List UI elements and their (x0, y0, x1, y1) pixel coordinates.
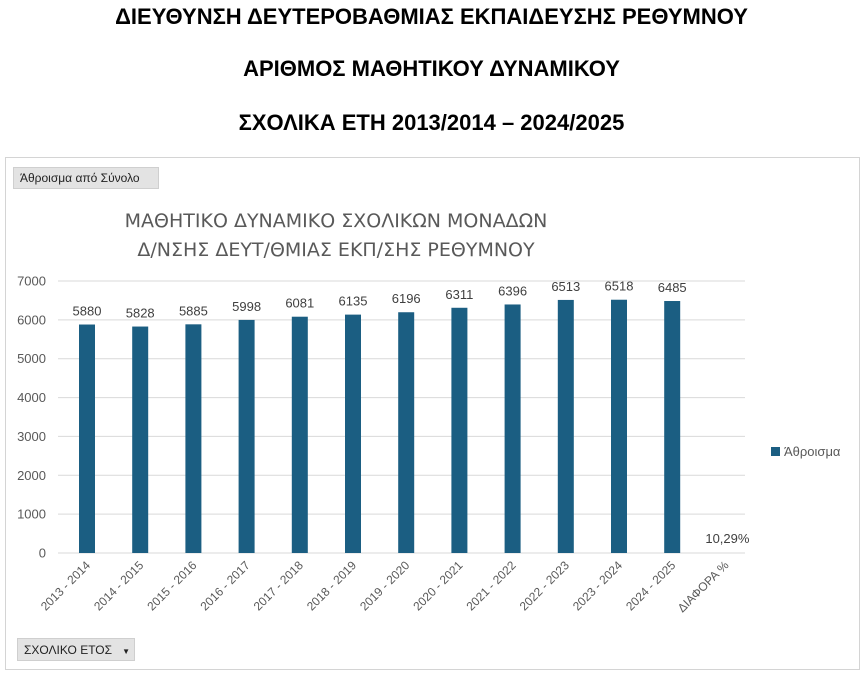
bar (504, 304, 521, 553)
x-tick-label: 2017 - 2018 (251, 558, 306, 613)
y-tick-label: 7000 (17, 274, 46, 289)
bar (79, 324, 95, 553)
chart-title-line-1: ΜΑΘΗΤΙΚΟ ΔΥΝΑΜΙΚΟ ΣΧΟΛΙΚΩΝ ΜΟΝΑΔΩΝ (125, 210, 548, 232)
data-label: 6485 (658, 280, 687, 295)
data-label: 6135 (339, 294, 368, 309)
bar (185, 324, 202, 553)
bar (291, 316, 308, 553)
y-tick-label: 1000 (17, 507, 46, 522)
bar (132, 326, 149, 553)
x-tick-label: 2019 - 2020 (357, 558, 412, 613)
y-tick-label: 5000 (17, 351, 46, 366)
axis-field-button[interactable]: ΣΧΟΛΙΚΟ ΕΤΟΣ ▼ (17, 638, 135, 661)
bar (345, 314, 361, 553)
x-tick-label: 2013 - 2014 (38, 558, 93, 613)
x-tick-label: 2020 - 2021 (410, 558, 465, 613)
x-tick-label: ΔΙΑΦΟΡΑ % (675, 558, 732, 615)
x-tick-label: 2015 - 2016 (144, 558, 199, 613)
x-tick-label: 2024 - 2025 (623, 558, 678, 613)
data-label: 5880 (73, 304, 102, 319)
data-label: 6513 (551, 279, 580, 294)
legend-label: Άθροισμα (784, 444, 841, 459)
page-title-line-3: ΣΧΟΛΙΚΑ ΕΤΗ 2013/2014 – 2024/2025 (238, 110, 625, 135)
data-label: 6518 (605, 279, 634, 294)
x-tick-label: 2018 - 2019 (304, 558, 359, 613)
x-tick-label: 2022 - 2023 (517, 558, 572, 613)
y-tick-label: 2000 (17, 468, 46, 483)
value-field-label: Άθροισμα από Σύνολο (20, 171, 140, 185)
legend: Άθροισμα (771, 444, 841, 459)
x-tick-label: 2014 - 2015 (91, 558, 146, 613)
value-field-button[interactable]: Άθροισμα από Σύνολο (13, 167, 159, 189)
data-label: 6311 (445, 287, 473, 302)
data-label: 10,29% (705, 531, 750, 546)
axis-field-label: ΣΧΟΛΙΚΟ ΕΤΟΣ (24, 643, 113, 657)
dropdown-arrow-icon: ▼ (122, 647, 130, 656)
data-label: 5885 (179, 303, 208, 318)
y-tick-label: 4000 (17, 390, 46, 405)
y-tick-label: 0 (39, 546, 46, 561)
y-tick-label: 6000 (17, 312, 46, 327)
bar (557, 299, 574, 553)
x-tick-label: 2016 - 2017 (198, 558, 253, 613)
chart-title-line-2: Δ/ΝΣΗΣ ΔΕΥΤ/ΘΜΙΑΣ ΕΚΠ/ΣΗΣ ΡΕΘΥΜΝΟΥ (137, 239, 535, 261)
data-label: 6396 (498, 283, 527, 298)
data-label: 5998 (232, 299, 261, 314)
legend-swatch (771, 447, 780, 456)
y-tick-label: 3000 (17, 429, 46, 444)
page-title-line-2: ΑΡΙΘΜΟΣ ΜΑΘΗΤΙΚΟΥ ΔΥΝΑΜΙΚΟΥ (243, 56, 620, 81)
bar (451, 307, 468, 553)
page-title-line-1: ΔΙΕΥΘΥΝΣΗ ΔΕΥΤΕΡΟΒΑΘΜΙΑΣ ΕΚΠΑΙΔΕΥΣΗΣ ΡΕΘ… (115, 4, 748, 29)
bar (398, 312, 415, 553)
data-label: 5828 (126, 306, 155, 321)
bar (611, 299, 627, 553)
bar (238, 319, 255, 553)
data-label: 6196 (392, 291, 421, 306)
x-tick-label: 2021 - 2022 (464, 558, 519, 613)
data-label: 6081 (285, 296, 314, 311)
x-tick-label: 2023 - 2024 (570, 558, 625, 613)
bar (664, 301, 681, 553)
